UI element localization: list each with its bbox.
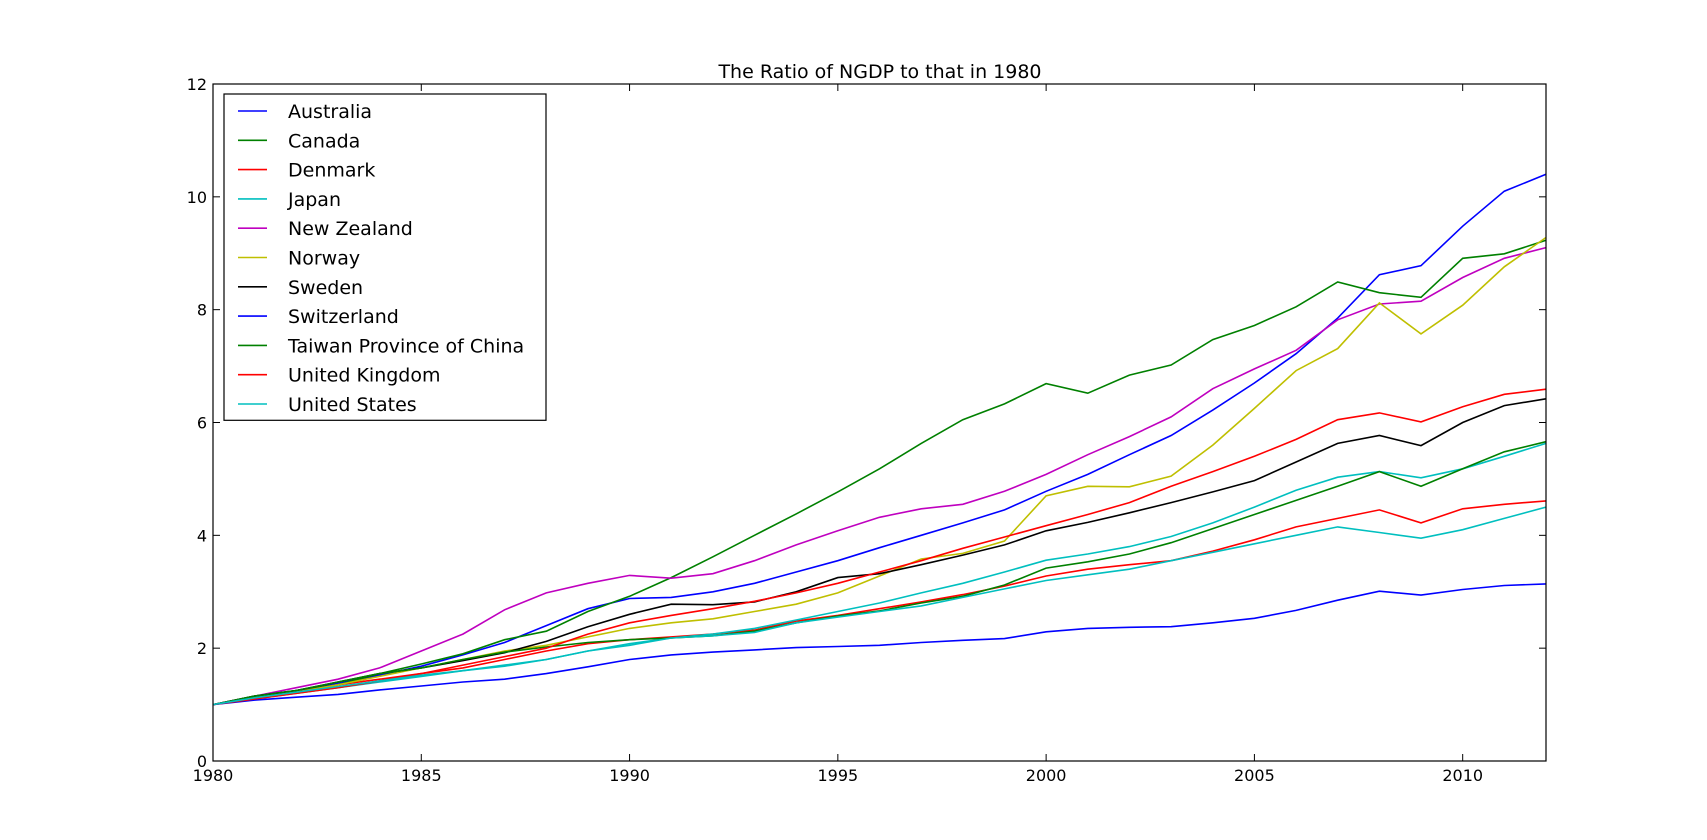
y-tick-label-6: 12 bbox=[187, 75, 207, 94]
x-tick-label-1: 1985 bbox=[401, 766, 442, 785]
legend-label-4: New Zealand bbox=[288, 218, 413, 240]
x-tick-label-2: 1990 bbox=[609, 766, 650, 785]
legend-label-5: Norway bbox=[288, 248, 360, 270]
legend-label-3: Japan bbox=[287, 189, 341, 211]
legend-label-0: Australia bbox=[288, 101, 372, 123]
y-tick-label-3: 6 bbox=[197, 414, 207, 433]
legend-label-1: Canada bbox=[288, 130, 360, 152]
series-line-9 bbox=[212, 388, 1547, 706]
x-tick-label-5: 2005 bbox=[1234, 766, 1275, 785]
legend-label-2: Denmark bbox=[288, 160, 375, 182]
legend-box bbox=[223, 93, 547, 421]
series-line-1 bbox=[212, 239, 1547, 706]
series-line-6 bbox=[212, 398, 1547, 706]
y-tick-label-0: 0 bbox=[197, 752, 207, 771]
legend: Australia Canada Denmark Japan New Zealand No… bbox=[223, 93, 547, 421]
x-tick-label-0: 1980 bbox=[193, 766, 234, 785]
legend-label-10: United States bbox=[288, 394, 417, 416]
x-tick-label-6: 2010 bbox=[1442, 766, 1483, 785]
legend-label-7: Switzerland bbox=[288, 306, 399, 328]
legend-label-9: United Kingdom bbox=[288, 365, 441, 387]
y-tick-label-2: 4 bbox=[197, 526, 207, 545]
x-tick-label-4: 2000 bbox=[1026, 766, 1067, 785]
legend-label-8: Taiwan Province of China bbox=[287, 335, 524, 357]
y-tick-label-5: 10 bbox=[187, 188, 207, 207]
series-line-10 bbox=[212, 506, 1547, 706]
series-layer bbox=[212, 173, 1547, 706]
y-tick-label-1: 2 bbox=[197, 639, 207, 658]
series-line-4 bbox=[212, 246, 1547, 706]
series-line-2 bbox=[212, 500, 1547, 706]
series-line-7 bbox=[212, 583, 1547, 706]
axes-layer: 1980 1985 1990 1995 2000 2005 2010 0 2 4 6 8 10 12 bbox=[187, 75, 1546, 785]
x-tick-label-3: 1995 bbox=[817, 766, 858, 785]
y-tick-label-4: 8 bbox=[197, 301, 207, 320]
legend-label-6: Sweden bbox=[288, 277, 363, 299]
chart-title: The Ratio of NGDP to that in 1980 bbox=[717, 61, 1041, 83]
